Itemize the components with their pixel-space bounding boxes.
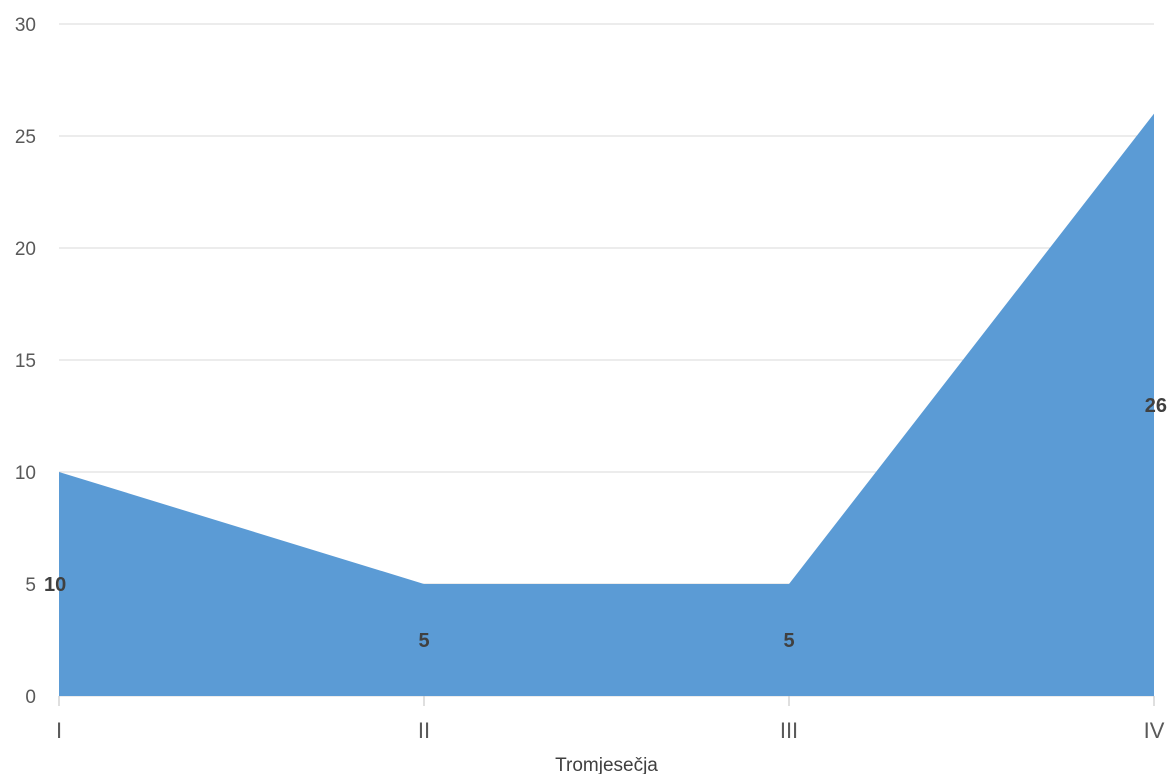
y-tick-label: 0 (25, 687, 36, 708)
data-labels: 10 5 5 26 (44, 395, 1167, 652)
y-tick-label: 20 (15, 239, 36, 260)
data-label-III: 5 (783, 630, 794, 652)
x-tick-label: III (780, 718, 798, 743)
y-tick-label: 15 (15, 351, 36, 372)
y-tick-label: 25 (15, 127, 36, 148)
area-series (59, 113, 1154, 697)
data-label-I: 10 (44, 574, 66, 596)
area-series-0 (59, 113, 1154, 697)
data-label-IV: 26 (1145, 395, 1167, 417)
x-tick-label: I (56, 718, 62, 743)
x-axis: I II III IV (56, 696, 1165, 743)
y-axis: 0 5 10 15 20 25 30 (15, 15, 36, 708)
x-tick-label: IV (1144, 718, 1165, 743)
y-tick-label: 30 (15, 15, 36, 36)
data-label-II: 5 (418, 630, 429, 652)
y-tick-label: 10 (15, 463, 36, 484)
y-tick-label: 5 (25, 575, 36, 596)
x-axis-title: Tromjesečja (555, 755, 658, 774)
x-tick-label: II (418, 718, 430, 743)
